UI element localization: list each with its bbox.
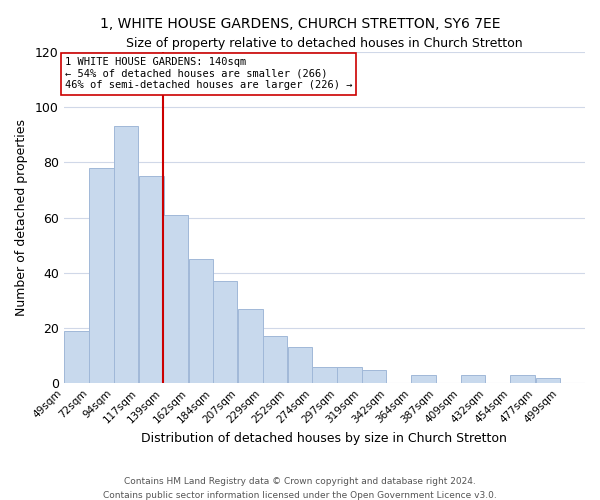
Bar xyxy=(213,281,238,384)
Bar xyxy=(64,331,89,384)
Bar xyxy=(337,367,362,384)
Text: Contains HM Land Registry data © Crown copyright and database right 2024.
Contai: Contains HM Land Registry data © Crown c… xyxy=(103,478,497,500)
Bar xyxy=(288,348,313,384)
Bar xyxy=(238,308,263,384)
Bar xyxy=(188,259,213,384)
Bar xyxy=(139,176,164,384)
Bar xyxy=(114,126,138,384)
Title: Size of property relative to detached houses in Church Stretton: Size of property relative to detached ho… xyxy=(126,38,523,51)
Text: 1 WHITE HOUSE GARDENS: 140sqm
← 54% of detached houses are smaller (266)
46% of : 1 WHITE HOUSE GARDENS: 140sqm ← 54% of d… xyxy=(65,57,352,90)
Bar xyxy=(412,375,436,384)
Bar xyxy=(163,214,188,384)
Bar xyxy=(89,168,114,384)
Bar xyxy=(312,367,337,384)
X-axis label: Distribution of detached houses by size in Church Stretton: Distribution of detached houses by size … xyxy=(142,432,507,445)
Bar xyxy=(461,375,485,384)
Bar xyxy=(511,375,535,384)
Bar xyxy=(536,378,560,384)
Bar xyxy=(362,370,386,384)
Y-axis label: Number of detached properties: Number of detached properties xyxy=(15,119,28,316)
Bar xyxy=(263,336,287,384)
Text: 1, WHITE HOUSE GARDENS, CHURCH STRETTON, SY6 7EE: 1, WHITE HOUSE GARDENS, CHURCH STRETTON,… xyxy=(100,18,500,32)
